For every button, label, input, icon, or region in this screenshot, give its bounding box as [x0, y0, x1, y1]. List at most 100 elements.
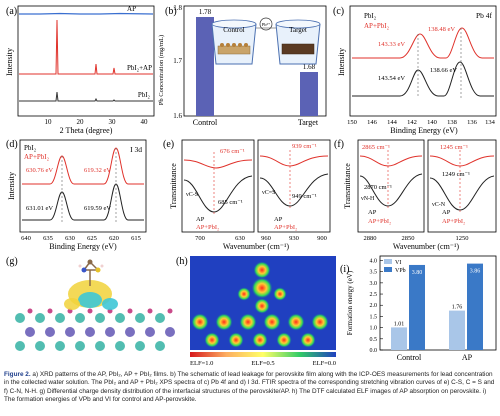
- legend-ap-pbi2: AP+PbI₂: [24, 153, 50, 161]
- elf-hotspot: [228, 332, 244, 348]
- peak-annotation: 630.76 eV: [26, 167, 53, 174]
- lattice-atom: [85, 327, 95, 337]
- ftir-trace-ap: [183, 175, 253, 213]
- x-tick: 635: [43, 235, 53, 242]
- ftir-trace-ap-pbi2: [429, 155, 495, 167]
- x-axis-label: 2 Theta (degree): [60, 126, 113, 135]
- x-tick: 134: [485, 119, 496, 126]
- x-tick: 615: [131, 235, 141, 242]
- x-tick: 625: [87, 235, 97, 242]
- y-tick: 4.0: [370, 258, 378, 264]
- y-axis-label: Intensity: [337, 48, 346, 76]
- bond-label: νC-S: [186, 192, 198, 198]
- x-axis-label: Wavenumber (cm⁻¹): [223, 242, 290, 251]
- plot-frame-left: [181, 139, 255, 233]
- atom-carbon: [87, 259, 93, 265]
- legend-pbi2: PbI₂: [364, 12, 377, 20]
- plot-frame-right: [427, 139, 497, 233]
- legend-ap-pbi2: AP+PbI₂: [442, 218, 465, 225]
- legend-ap-pbi2: AP+PbI₂: [364, 22, 390, 30]
- y-tick: 2.5: [370, 292, 378, 298]
- bond-label: νC=S: [262, 190, 275, 196]
- lattice-atom: [115, 313, 125, 323]
- beaker-target-top: [275, 19, 321, 29]
- atom-hydrogen: [100, 264, 104, 268]
- legend-label-vpb: VPb: [395, 268, 406, 274]
- legend-ap-pbi2: AP+PbI₂: [368, 218, 391, 225]
- x-tick: 136: [467, 119, 478, 126]
- legend-ap-pbi2: AP+PbI₂: [274, 224, 297, 231]
- lattice-atom: [135, 313, 145, 323]
- xrd-trace-ap: [19, 12, 154, 15]
- lattice-atom: [105, 327, 115, 337]
- bar-group: 1.01 1.76 3.80 3.86: [391, 263, 483, 350]
- x-tick: 640: [21, 235, 31, 242]
- film-grain: [226, 43, 230, 47]
- lattice-atom: [95, 313, 105, 323]
- y-axis-label: Transmittance: [169, 163, 178, 209]
- elf-hotspot: [204, 332, 220, 348]
- peak-annotation: 619.32 eV: [84, 167, 111, 174]
- figure-canvas: (a) AP PbI₂+AP PbI₂ Intensity 10 20 30 4…: [5, 4, 497, 367]
- panel-g: (g): [6, 256, 175, 351]
- atom-sulfur: [95, 267, 101, 273]
- lattice-atom: [27, 308, 33, 314]
- panel-e: (e) Transmittance 676 cm⁻¹ 685 cm⁻¹ νC-S…: [163, 139, 331, 251]
- pb-ion-marker: [259, 17, 273, 31]
- plot-frame: [183, 5, 327, 117]
- x-tick: 142: [407, 119, 417, 126]
- peak-annotation: 676 cm⁻¹: [220, 148, 245, 155]
- lattice-atom: [75, 341, 85, 351]
- peak-annotation: 949 cm⁻¹: [292, 193, 317, 200]
- elf-hotspot: [273, 287, 287, 301]
- y-tick: 1.5: [370, 314, 378, 320]
- x-tick: 620: [109, 235, 119, 242]
- panel-d: (d) Intensity I 3d PbI₂ AP+PbI₂ 630.76 e…: [6, 139, 147, 251]
- x-category: Target: [298, 118, 319, 127]
- panel-label: (e): [163, 139, 174, 150]
- peak-annotation: 685 cm⁻¹: [218, 199, 243, 206]
- x-tick: 150: [347, 119, 357, 126]
- atom-lattice: [15, 308, 175, 351]
- ftir-trace-ap-pbi2: [259, 155, 329, 167]
- x-axis-label: Binding Energy (eV): [390, 126, 458, 135]
- legend-ap: AP: [368, 209, 377, 216]
- legend-pbi2-ap: PbI₂+AP: [127, 64, 152, 72]
- elf-colorbar: [190, 352, 336, 357]
- bar-value-label: 1.68: [303, 63, 316, 71]
- ap-molecule: [78, 259, 104, 286]
- xrd-trace-pbi2-ap: [19, 19, 153, 75]
- panel-c: (c) Intensity Pb 4f PbI₂ AP+PbI₂ 143.33 …: [333, 5, 497, 135]
- y-axis-label: Intensity: [5, 48, 14, 76]
- elf-hotspot: [311, 313, 329, 331]
- bar-value-label: 3.86: [470, 269, 481, 275]
- x-tick: 138: [447, 119, 457, 126]
- charge-lobe-cyan: [78, 292, 102, 308]
- xps-trace-pbi2: [22, 183, 144, 221]
- lattice-atom: [55, 341, 65, 351]
- x-tick: 20: [77, 118, 85, 126]
- x-category: AP: [462, 353, 473, 362]
- y-tick: 3.5: [370, 270, 378, 276]
- colorbar-label: ELF=1.0: [190, 360, 213, 367]
- lattice-atom: [165, 327, 175, 337]
- lattice-atom: [15, 313, 25, 323]
- y-tick: 2.0: [370, 303, 378, 309]
- legend-ap: AP: [196, 216, 205, 223]
- xps-trace-ap-pbi2: [352, 27, 494, 59]
- panel-b: (b) Pb Concentration (mg/mL) 1.6 1.7 1.8…: [158, 4, 327, 127]
- lattice-atom: [47, 308, 53, 314]
- y-tick: 1.7: [173, 57, 182, 65]
- peak-annotation: 2865 cm⁻¹: [362, 144, 390, 151]
- lattice-atom: [45, 327, 55, 337]
- peak-annotation: 619.59 eV: [84, 205, 111, 212]
- plot-frame-left: [357, 139, 425, 233]
- lattice-atom: [125, 327, 135, 337]
- schematic-label-target: Target: [289, 26, 307, 34]
- colorbar-label: ELF=0.5: [251, 360, 274, 367]
- bar-vpb-ap: [467, 263, 483, 350]
- film-grain: [244, 43, 248, 47]
- elf-hotspot: [254, 298, 270, 314]
- spectrum-tag: I 3d: [130, 145, 142, 154]
- elf-hotspot: [252, 332, 268, 348]
